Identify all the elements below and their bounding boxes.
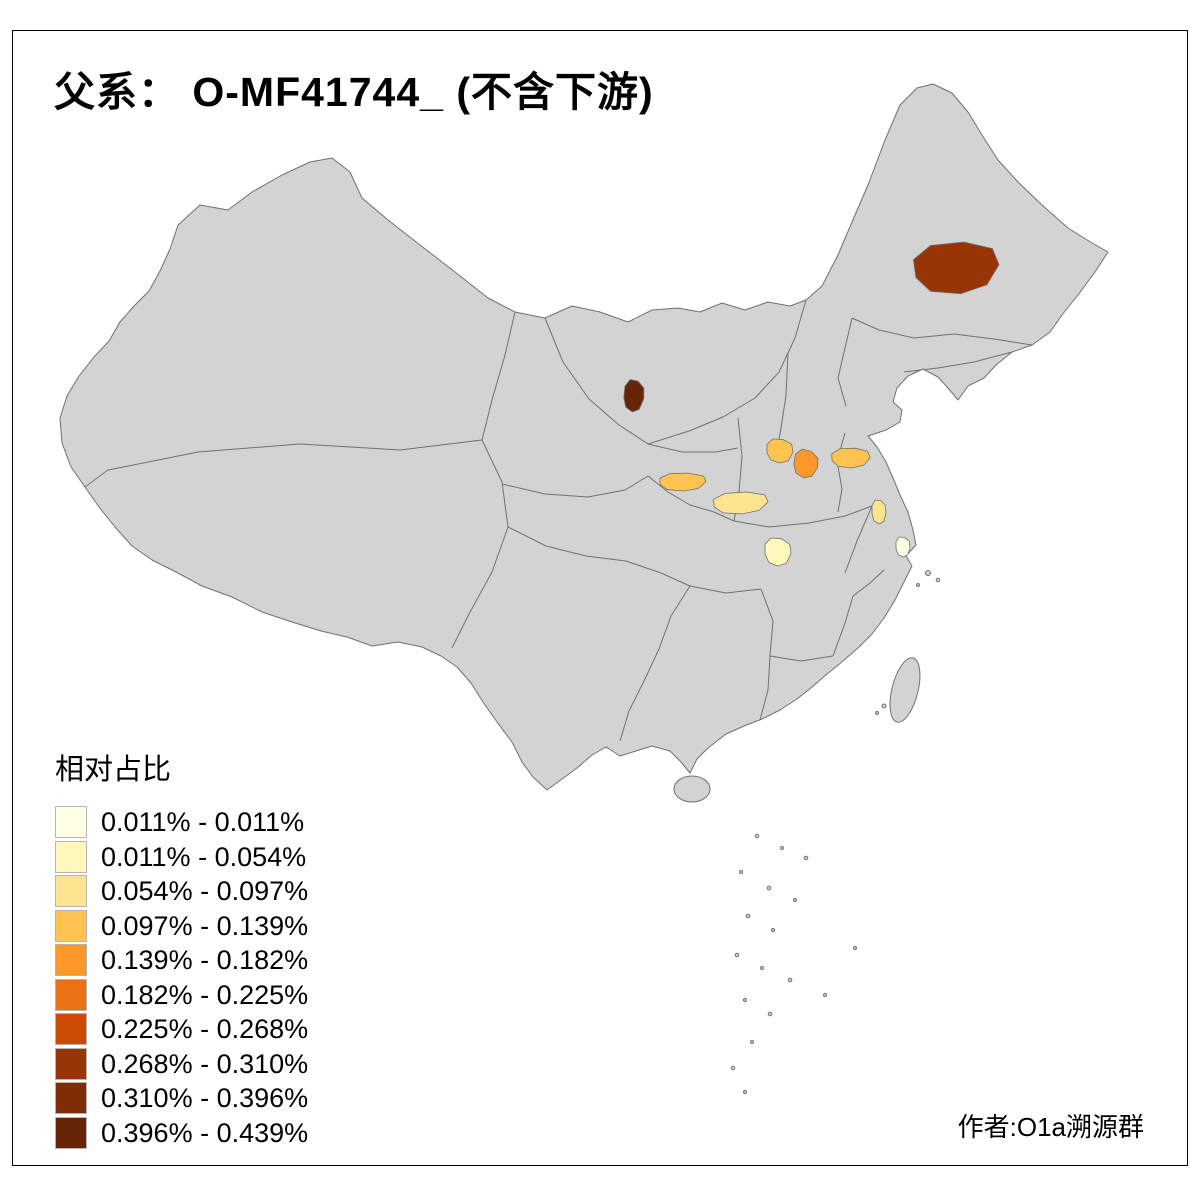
map-region-r2 bbox=[622, 379, 645, 413]
legend-label: 0.225% - 0.268% bbox=[101, 1014, 309, 1044]
legend-row: 0.310% - 0.396% bbox=[55, 1082, 308, 1114]
map-region-r7 bbox=[713, 490, 769, 517]
legend-swatch bbox=[55, 909, 87, 942]
map-region-r10 bbox=[896, 537, 910, 557]
legend-label: 0.054% - 0.097% bbox=[101, 876, 309, 906]
legend-row: 0.097% - 0.139% bbox=[55, 909, 309, 942]
legend-swatch bbox=[55, 978, 87, 1011]
map-region-r6 bbox=[660, 472, 707, 492]
legend-label: 0.011% - 0.011% bbox=[101, 807, 305, 837]
province-borders bbox=[84, 299, 1033, 742]
legend-title: 相对占比 bbox=[55, 754, 172, 786]
hainan-island bbox=[673, 775, 711, 803]
highlighted-regions bbox=[622, 236, 1002, 566]
legend-label: 0.310% - 0.396% bbox=[101, 1083, 309, 1113]
map-region-r1 bbox=[912, 236, 1002, 299]
legend-label: 0.268% - 0.310% bbox=[101, 1048, 309, 1079]
legend-row: 0.011% - 0.054% bbox=[55, 840, 308, 873]
legend-row: 0.396% - 0.439% bbox=[55, 1116, 309, 1149]
legend-row: 0.011% - 0.011% bbox=[55, 806, 308, 838]
legend: 相对占比 0.011% - 0.011% 0.011% - 0.054% 0.054… bbox=[55, 746, 308, 1149]
map-region-r5 bbox=[831, 447, 870, 470]
legend-swatch bbox=[55, 1116, 87, 1149]
legend-swatch bbox=[55, 875, 87, 907]
map-region-r4 bbox=[792, 448, 820, 480]
legend-row: 0.139% - 0.182% bbox=[55, 944, 308, 976]
legend-row: 0.268% - 0.310% bbox=[55, 1047, 309, 1080]
legend-swatch bbox=[55, 944, 87, 976]
map-region-r3 bbox=[767, 439, 793, 463]
page-title: 父系： O-MF41744_ (不含下游) bbox=[54, 69, 654, 115]
legend-row: 0.182% - 0.225% bbox=[55, 978, 309, 1011]
legend-row: 0.054% - 0.097% bbox=[55, 875, 308, 907]
legend-label: 0.182% - 0.225% bbox=[101, 979, 309, 1010]
legend-swatch bbox=[55, 840, 87, 873]
islands bbox=[673, 570, 941, 1094]
map-region-r9 bbox=[765, 538, 791, 566]
legend-row: 0.225% - 0.268% bbox=[55, 1013, 308, 1045]
legend-swatch bbox=[55, 1047, 87, 1080]
author-credit: 作者:O1a溯源群 bbox=[957, 1112, 1144, 1142]
legend-swatch bbox=[55, 1082, 87, 1114]
legend-entries: 0.011% - 0.011% 0.011% - 0.054% 0.054% - 0… bbox=[55, 806, 308, 1149]
taiwan-island bbox=[889, 657, 921, 723]
legend-swatch bbox=[55, 806, 87, 838]
legend-label: 0.097% - 0.139% bbox=[101, 910, 309, 941]
map-region-r8 bbox=[872, 500, 886, 524]
legend-label: 0.396% - 0.439% bbox=[101, 1117, 309, 1148]
china-mainland-outline bbox=[59, 83, 1109, 791]
legend-swatch bbox=[55, 1013, 87, 1045]
legend-label: 0.011% - 0.054% bbox=[101, 841, 307, 872]
legend-label: 0.139% - 0.182% bbox=[101, 945, 309, 975]
